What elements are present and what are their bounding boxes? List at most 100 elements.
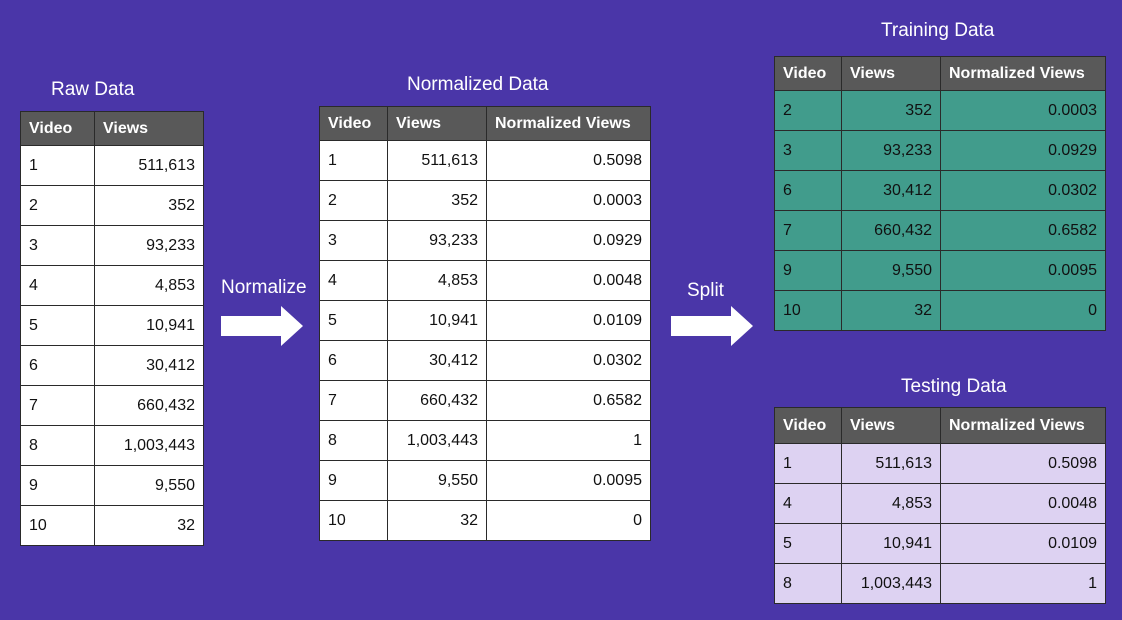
views-cell: 352 [94, 185, 204, 226]
views-cell: 10,941 [841, 523, 941, 564]
normalized-views-cell: 0.0095 [486, 460, 651, 501]
normalized-views-cell: 0 [486, 500, 651, 541]
table-row: 4 4,853 [20, 265, 204, 306]
testing-data-title: Testing Data [901, 376, 1007, 397]
video-id-cell: 2 [319, 180, 388, 221]
table-row: 9 9,550 0.0095 [319, 460, 651, 501]
training-data-table: Video Views Normalized Views 2 352 0.0003 3 93… [774, 56, 1106, 331]
table-row: 2 352 0.0003 [774, 90, 1106, 131]
normalized-views-cell: 0.6582 [486, 380, 651, 421]
table-row: 7 660,432 [20, 385, 204, 426]
normalized-views-cell: 0.6582 [940, 210, 1106, 251]
normalized-views-cell: 0.0302 [940, 170, 1106, 211]
video-id-cell: 6 [774, 170, 842, 211]
table-row: 1 511,613 [20, 145, 204, 186]
video-id-cell: 7 [319, 380, 388, 421]
video-id-cell: 9 [20, 465, 95, 506]
video-id-cell: 3 [774, 130, 842, 171]
views-cell: 30,412 [841, 170, 941, 211]
testing-header-row: Video Views Normalized Views [774, 407, 1106, 444]
views-cell: 93,233 [94, 225, 204, 266]
table-row: 2 352 0.0003 [319, 180, 651, 221]
table-row: 3 93,233 0.0929 [774, 130, 1106, 171]
training-data-body: 2 352 0.0003 3 93,233 0.0929 6 30,412 0.0302 7 660… [774, 90, 1106, 331]
views-cell: 32 [841, 290, 941, 331]
normalized-views-cell: 0.0929 [486, 220, 651, 261]
raw-data-header: Video Views [20, 111, 204, 146]
column-header: Normalized Views [486, 106, 651, 141]
views-cell: 511,613 [94, 145, 204, 186]
normalized-data-title: Normalized Data [407, 74, 549, 95]
normalized-views-cell: 0.0003 [486, 180, 651, 221]
table-row: 9 9,550 [20, 465, 204, 506]
column-header: Normalized Views [940, 56, 1106, 91]
video-id-cell: 2 [20, 185, 95, 226]
normalized-data-table: Video Views Normalized Views 1 511,613 0.509… [319, 106, 651, 541]
video-id-cell: 9 [319, 460, 388, 501]
video-id-cell: 10 [774, 290, 842, 331]
normalized-views-cell: 1 [486, 420, 651, 461]
video-id-cell: 7 [20, 385, 95, 426]
views-cell: 9,550 [841, 250, 941, 291]
normalized-header-row: Video Views Normalized Views [319, 106, 651, 141]
normalized-views-cell: 0.0929 [940, 130, 1106, 171]
table-row: 8 1,003,443 1 [774, 563, 1106, 604]
column-header: Video [319, 106, 388, 141]
column-header: Views [387, 106, 487, 141]
table-row: 7 660,432 0.6582 [774, 210, 1106, 251]
table-row: 4 4,853 0.0048 [774, 483, 1106, 524]
views-cell: 9,550 [387, 460, 487, 501]
views-cell: 1,003,443 [387, 420, 487, 461]
table-row: 4 4,853 0.0048 [319, 260, 651, 301]
video-id-cell: 2 [774, 90, 842, 131]
table-row: 8 1,003,443 [20, 425, 204, 466]
normalized-views-cell: 0.5098 [486, 140, 651, 181]
views-cell: 93,233 [387, 220, 487, 261]
column-header: Views [841, 407, 941, 444]
column-header: Views [841, 56, 941, 91]
raw-data-title: Raw Data [51, 79, 135, 100]
split-arrow-icon [671, 306, 753, 346]
table-row: 3 93,233 [20, 225, 204, 266]
video-id-cell: 6 [319, 340, 388, 381]
column-header: Video [774, 407, 842, 444]
video-id-cell: 8 [319, 420, 388, 461]
views-cell: 30,412 [94, 345, 204, 386]
normalized-views-cell: 0.0048 [940, 483, 1106, 524]
normalize-arrow-icon [221, 306, 303, 346]
normalized-views-cell: 0.0095 [940, 250, 1106, 291]
video-id-cell: 5 [774, 523, 842, 564]
column-header: Video [774, 56, 842, 91]
raw-header-row: Video Views [20, 111, 204, 146]
views-cell: 10,941 [387, 300, 487, 341]
views-cell: 93,233 [841, 130, 941, 171]
normalized-data-header: Video Views Normalized Views [319, 106, 651, 141]
views-cell: 352 [841, 90, 941, 131]
testing-data-body: 1 511,613 0.5098 4 4,853 0.0048 5 10,941 0.0109 8… [774, 443, 1106, 604]
table-row: 9 9,550 0.0095 [774, 250, 1106, 291]
video-id-cell: 10 [20, 505, 95, 546]
normalized-views-cell: 0.0302 [486, 340, 651, 381]
video-id-cell: 10 [319, 500, 388, 541]
table-row: 3 93,233 0.0929 [319, 220, 651, 261]
video-id-cell: 5 [20, 305, 95, 346]
training-data-header: Video Views Normalized Views [774, 56, 1106, 91]
video-id-cell: 8 [774, 563, 842, 604]
views-cell: 660,432 [94, 385, 204, 426]
table-row: 5 10,941 0.0109 [774, 523, 1106, 564]
table-row: 5 10,941 0.0109 [319, 300, 651, 341]
raw-data-body: 1 511,613 2 352 3 93,233 4 4,853 5 10,941 6 30,412 7… [20, 145, 204, 546]
video-id-cell: 3 [20, 225, 95, 266]
video-id-cell: 7 [774, 210, 842, 251]
column-header: Views [94, 111, 204, 146]
views-cell: 4,853 [94, 265, 204, 306]
table-row: 10 32 0 [774, 290, 1106, 331]
views-cell: 30,412 [387, 340, 487, 381]
table-row: 6 30,412 0.0302 [774, 170, 1106, 211]
views-cell: 660,432 [841, 210, 941, 251]
views-cell: 511,613 [841, 443, 941, 484]
views-cell: 511,613 [387, 140, 487, 181]
normalized-views-cell: 0.5098 [940, 443, 1106, 484]
views-cell: 32 [94, 505, 204, 546]
table-row: 6 30,412 [20, 345, 204, 386]
